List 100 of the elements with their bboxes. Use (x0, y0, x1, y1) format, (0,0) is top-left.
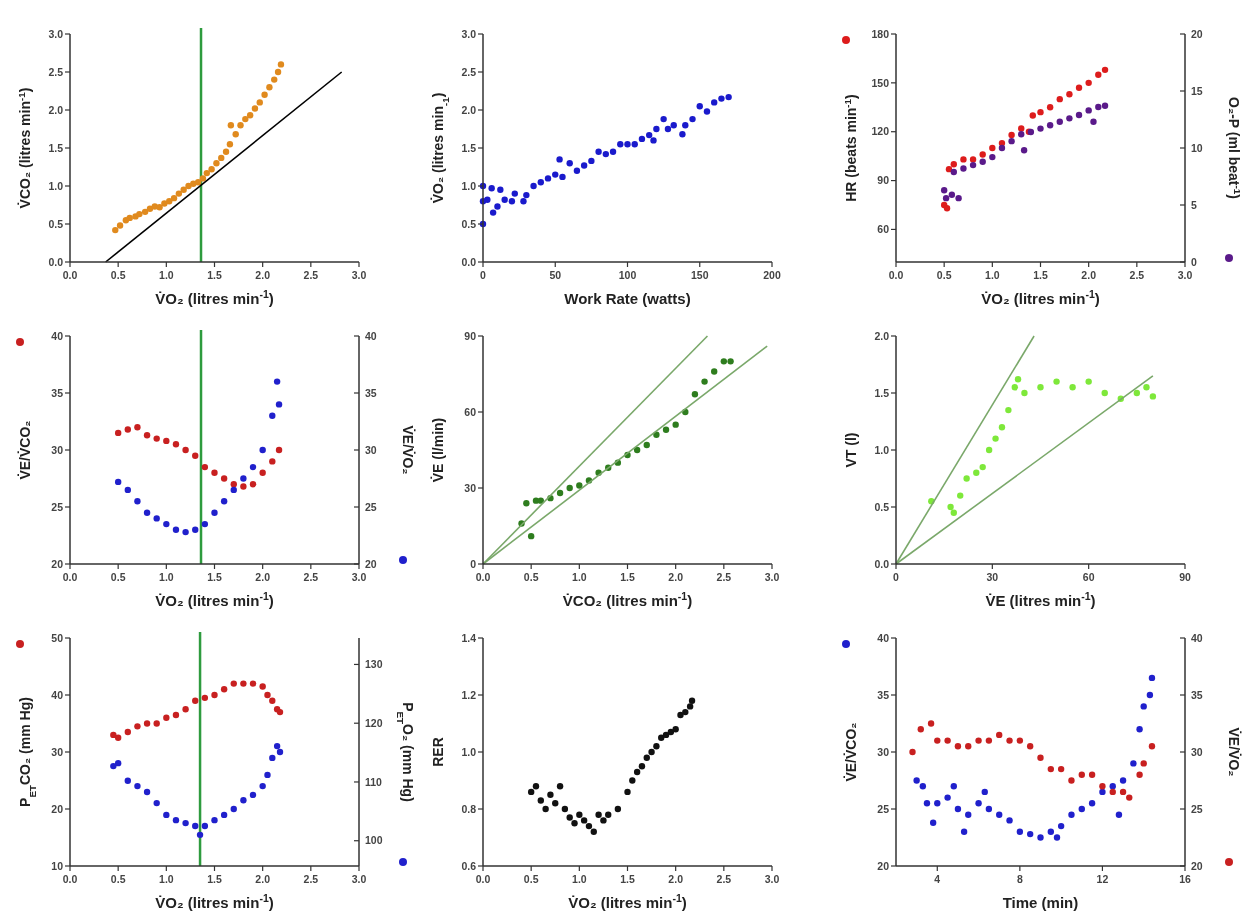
x-tick-label: 1.5 (207, 269, 222, 281)
x-tick-label: 1.5 (207, 873, 222, 885)
x-tick-label: 2.0 (255, 873, 271, 885)
x-tick-label: 2.5 (303, 571, 319, 583)
y-tick-label: 0.0 (48, 255, 64, 268)
x-axis-title: Time (min) (1002, 894, 1079, 911)
y2-tick-label: 30 (365, 443, 377, 456)
x-axis-title: V̇E (litres min$^{-1}$) (985, 590, 1096, 609)
x-tick-label: 2.0 (1081, 269, 1097, 281)
y-tick-label: 0.0 (461, 255, 477, 268)
y2-tick-label: 5 (1191, 198, 1197, 211)
y-tick-label: 150 (871, 76, 890, 89)
y-tick-label: 40 (877, 631, 890, 644)
x-tick-label: 0.0 (62, 269, 78, 281)
y-axis-title: RER (430, 737, 446, 767)
y-tick-label: 1.4 (461, 631, 477, 644)
x-tick-label: 16 (1179, 873, 1191, 885)
x-tick-label: 0 (480, 269, 487, 281)
x-tick-label: 3.0 (351, 269, 367, 281)
x-tick-label: 0.5 (936, 269, 952, 281)
x-tick-label: 1.0 (985, 269, 1000, 281)
y2-tick-label: 110 (365, 775, 383, 788)
y-tick-label: 1.0 (461, 745, 477, 758)
y2-tick-label: 130 (365, 658, 383, 671)
y-axis-title: V̇E/V̇CO₂ (843, 722, 859, 782)
x-tick-label: 2.5 (1129, 269, 1145, 281)
y-tick-label: 30 (51, 745, 64, 758)
y-tick-label: 0.6 (461, 859, 477, 872)
y2-tick-label: 10 (1191, 141, 1203, 154)
x-tick-label: 1.0 (572, 571, 587, 583)
y-tick-label: 35 (877, 688, 890, 701)
y-tick-label: 0.5 (461, 217, 477, 230)
y-tick-label: 40 (51, 329, 64, 342)
y-tick-label: 1.0 (874, 443, 890, 456)
x-tick-label: 1.5 (620, 571, 635, 583)
x-tick-label: 1.5 (207, 571, 222, 583)
y-tick-label: 1.0 (461, 179, 477, 192)
x-tick-label: 2.0 (668, 571, 684, 583)
y-tick-label: 40 (51, 688, 64, 701)
y2-tick-label: 0 (1191, 255, 1197, 268)
y-tick-label: 0.0 (874, 557, 890, 570)
y-tick-label: 20 (51, 557, 64, 570)
x-tick-label: 8 (1016, 873, 1023, 885)
x-tick-label: 60 (1082, 571, 1095, 583)
x-tick-label: 4 (934, 873, 941, 885)
y2-tick-label: 100 (365, 834, 383, 847)
y-tick-label: 1.5 (874, 386, 890, 399)
y-tick-label: 1.5 (461, 141, 477, 154)
y2-tick-label: 40 (1191, 631, 1203, 644)
y-tick-label: 3.0 (48, 27, 64, 40)
x-tick-label: 1.5 (1033, 269, 1048, 281)
y2-tick-label: 35 (365, 386, 377, 399)
y-tick-label: 30 (464, 481, 477, 494)
x-tick-label: 2.5 (303, 269, 319, 281)
x-tick-label: 2.5 (716, 873, 732, 885)
y2-tick-label: 25 (1191, 802, 1203, 815)
x-tick-label: 0.5 (110, 873, 126, 885)
x-tick-label: 3.0 (1177, 269, 1193, 281)
y-tick-label: 0 (470, 557, 477, 570)
y-tick-label: 2.0 (874, 329, 890, 342)
y-tick-label: 20 (51, 802, 64, 815)
x-tick-label: 1.0 (572, 873, 587, 885)
x-tick-label: 2.0 (255, 269, 271, 281)
y-axis-title: V̇E (l/min) (430, 417, 446, 483)
y-tick-label: 30 (51, 443, 64, 456)
y-tick-label: 120 (871, 125, 890, 138)
y-tick-label: 2.0 (48, 103, 64, 116)
x-tick-label: 200 (763, 269, 781, 281)
y-tick-label: 30 (877, 745, 890, 758)
x-tick-label: 3.0 (764, 571, 780, 583)
y2-tick-label: 30 (1191, 745, 1203, 758)
y2-tick-label: 20 (1191, 859, 1203, 872)
x-tick-label: 0.5 (110, 269, 126, 281)
x-tick-label: 50 (549, 269, 562, 281)
x-axis-title: V̇O₂ (litres min$^{-1}$) (981, 288, 1100, 307)
x-axis-title: V̇O₂ (litres min$^{-1}$) (155, 590, 274, 609)
y-tick-label: 90 (464, 329, 477, 342)
x-tick-label: 2.0 (668, 873, 684, 885)
y2-tick-label: 35 (1191, 688, 1203, 701)
y2-tick-label: 20 (1191, 27, 1203, 40)
y-tick-label: 35 (51, 386, 64, 399)
y2-tick-label: 40 (365, 329, 377, 342)
y-tick-label: 2.5 (48, 65, 64, 78)
y-tick-label: 2.5 (461, 65, 477, 78)
x-tick-label: 2.5 (303, 873, 319, 885)
y2-axis-title: V̇E/V̇O₂ (400, 425, 416, 475)
x-tick-label: 2.5 (716, 571, 732, 583)
x-tick-label: 1.0 (159, 873, 174, 885)
x-tick-label: 150 (690, 269, 709, 281)
y-tick-label: 0.8 (461, 802, 477, 815)
y2-tick-label: 20 (365, 557, 377, 570)
y-tick-label: 3.0 (461, 27, 477, 40)
y-tick-label: 20 (877, 859, 890, 872)
y-tick-label: 25 (51, 500, 64, 513)
x-axis-title: Work Rate (watts) (564, 290, 691, 307)
x-axis-title: V̇CO₂ (litres min$^{-1}$) (562, 590, 693, 609)
x-tick-label: 0.0 (475, 571, 491, 583)
x-tick-label: 0.0 (62, 571, 78, 583)
x-tick-label: 0.0 (888, 269, 904, 281)
y-tick-label: 180 (871, 27, 890, 40)
